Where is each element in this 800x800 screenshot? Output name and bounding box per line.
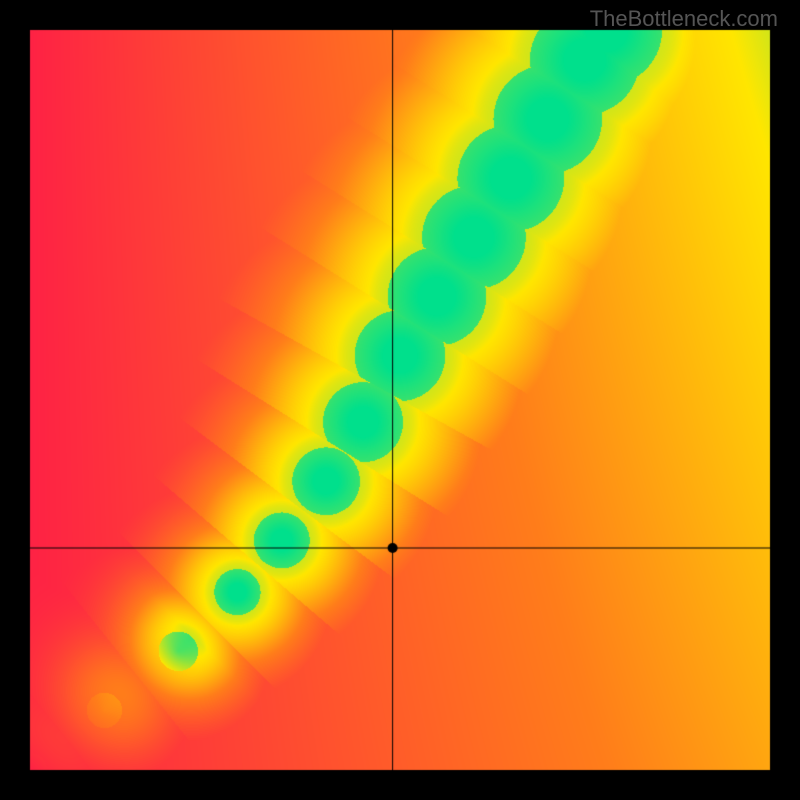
heatmap-canvas <box>0 0 800 800</box>
chart-container: TheBottleneck.com <box>0 0 800 800</box>
watermark-text: TheBottleneck.com <box>590 6 778 32</box>
